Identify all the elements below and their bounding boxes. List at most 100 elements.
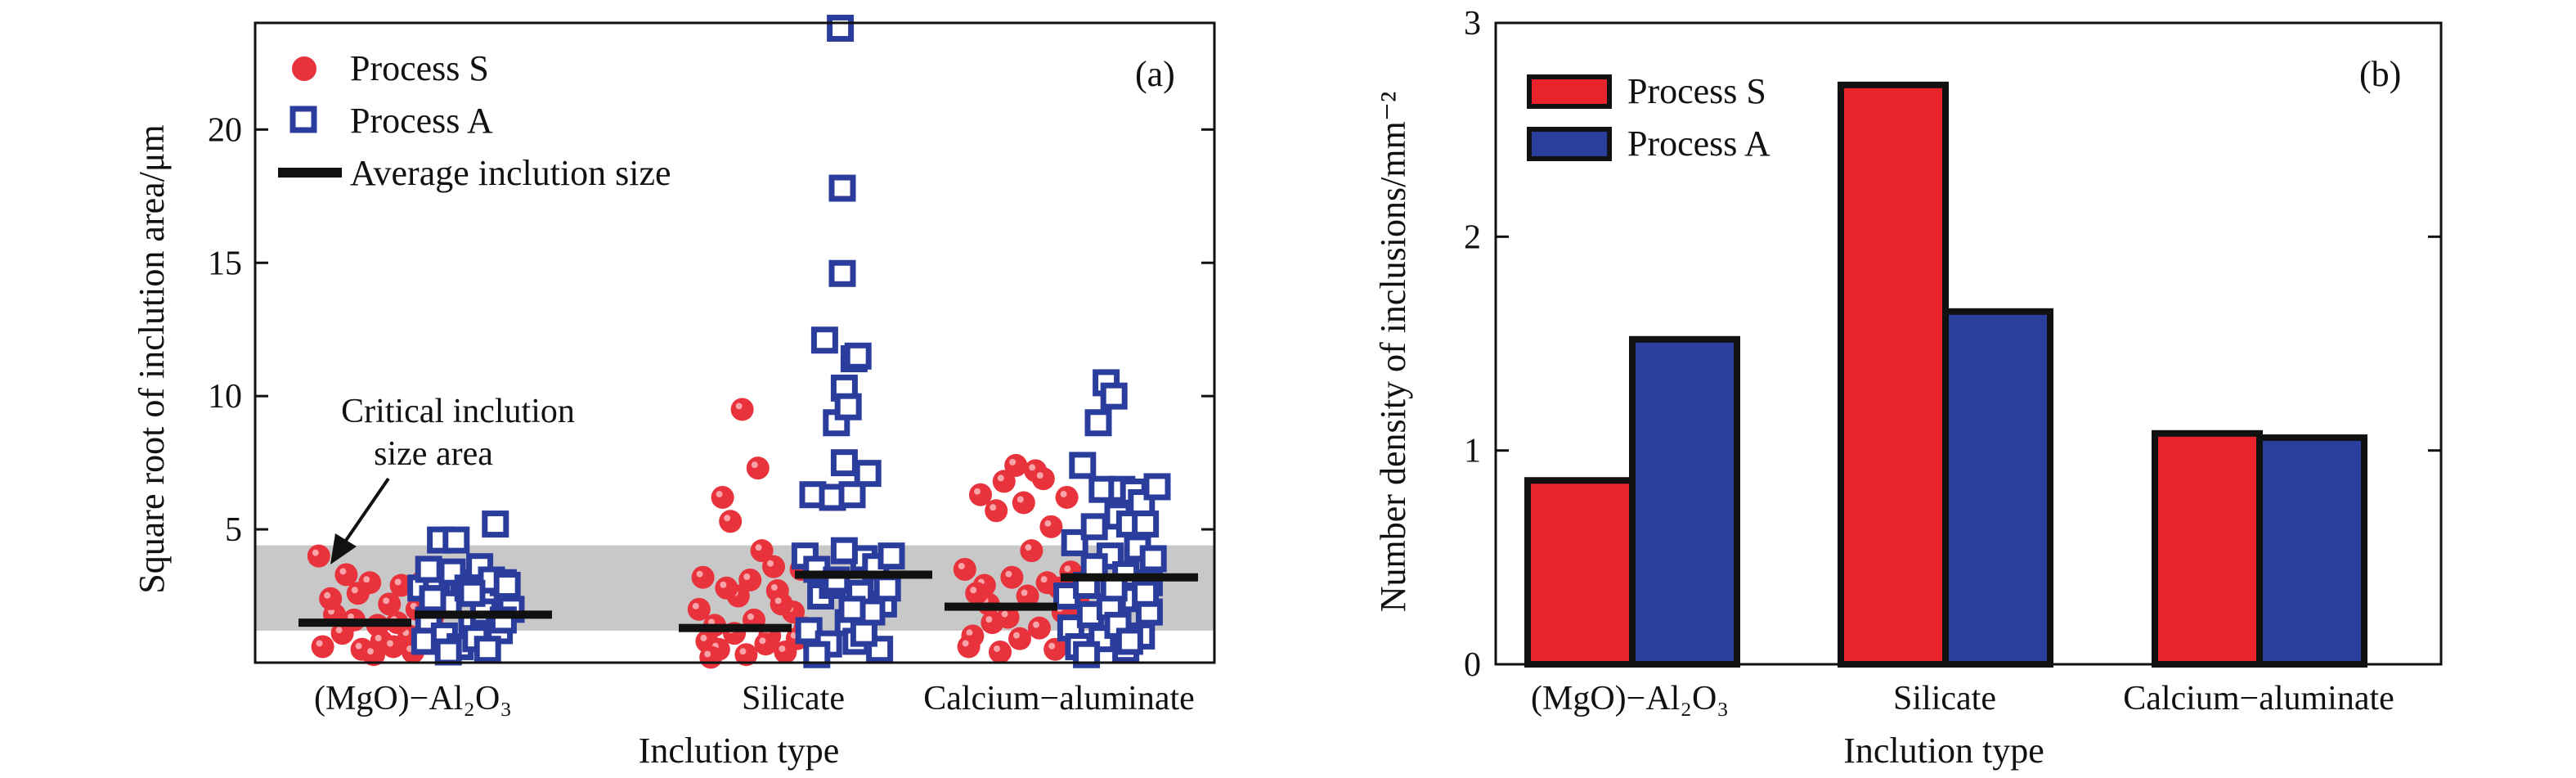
process-s-point-highlight bbox=[774, 597, 782, 605]
process-s-point bbox=[1012, 491, 1035, 515]
process-s-point bbox=[730, 398, 754, 421]
process-s-point bbox=[1043, 637, 1067, 661]
process-s-point-highlight bbox=[355, 642, 362, 650]
scatter-points-group bbox=[307, 15, 1171, 669]
process-s-point bbox=[1004, 453, 1028, 477]
process-s-point-highlight bbox=[708, 618, 715, 626]
process-a-point bbox=[838, 481, 866, 509]
process-s-point-highlight bbox=[720, 581, 727, 588]
process-a-point bbox=[854, 460, 882, 488]
process-s-point-highlight bbox=[735, 402, 743, 410]
x-tick-label: Calcium−aluminate bbox=[2123, 680, 2394, 717]
process-s-point bbox=[715, 576, 738, 600]
process-s-point-highlight bbox=[363, 576, 370, 583]
legend-process-s-marker bbox=[292, 56, 316, 81]
annotation-line-2: size area bbox=[374, 435, 493, 473]
bar-plot-frame bbox=[1494, 21, 2443, 666]
bar-y-ticks: 0 1 2 3 bbox=[1464, 5, 2441, 684]
legend-process-s-label: Process S bbox=[350, 48, 489, 88]
y-tick-label: 2 bbox=[1464, 218, 1481, 256]
process-s-point-highlight bbox=[335, 627, 343, 634]
process-s-point-highlight bbox=[1036, 472, 1043, 479]
process-s-point bbox=[699, 645, 723, 669]
process-a-point bbox=[493, 572, 521, 600]
process-a-point bbox=[473, 636, 501, 663]
scatter-x-ticks: (MgO)−Al₂O₃ Silicate Calcium−aluminate bbox=[314, 680, 1195, 717]
process-s-point bbox=[719, 510, 743, 533]
process-s-point bbox=[985, 499, 1008, 523]
process-a-point bbox=[1132, 510, 1160, 538]
process-a-bar bbox=[2256, 434, 2367, 668]
process-s-point bbox=[738, 568, 762, 591]
y-tick-label: 1 bbox=[1464, 433, 1481, 470]
process-s-point-highlight bbox=[759, 637, 766, 645]
x-tick-label: Calcium−aluminate bbox=[923, 680, 1195, 717]
process-a-point bbox=[1139, 545, 1167, 573]
process-a-point bbox=[873, 574, 901, 602]
process-s-point-highlight bbox=[990, 504, 997, 511]
process-s-point bbox=[319, 587, 343, 610]
process-s-point-highlight bbox=[962, 640, 969, 647]
bar-legend: Process S Process A bbox=[1527, 71, 1770, 164]
legend-process-s-label: Process S bbox=[1627, 71, 1766, 111]
scatter-y-ticks: 5 10 15 20 bbox=[208, 111, 1214, 549]
process-s-point-highlight bbox=[770, 584, 778, 591]
process-s-point-highlight bbox=[779, 645, 786, 652]
scatter-plot-frame bbox=[254, 21, 1216, 664]
bar-panel: 0 1 2 3 (MgO)−Al₂O₃ Silicate Calcium−aluminat… bbox=[1373, 5, 2443, 771]
process-a-point bbox=[830, 449, 858, 477]
scatter-legend: Process S Process A Average inclution si… bbox=[278, 48, 671, 193]
process-s-point bbox=[754, 632, 778, 656]
process-s-point bbox=[1055, 485, 1079, 509]
process-a-bar bbox=[1942, 308, 2053, 668]
process-s-point-highlight bbox=[692, 602, 699, 609]
process-s-point-highlight bbox=[739, 648, 747, 655]
process-s-point-highlight bbox=[316, 640, 323, 647]
process-s-point bbox=[358, 571, 382, 595]
process-s-point bbox=[382, 635, 405, 659]
process-s-point bbox=[1000, 565, 1024, 589]
bars-group bbox=[1524, 81, 2367, 668]
y-tick-label: 5 bbox=[225, 511, 242, 549]
process-s-point bbox=[389, 573, 413, 597]
legend-process-a-label: Process A bbox=[1627, 124, 1770, 164]
process-s-point bbox=[687, 597, 711, 621]
process-a-point bbox=[482, 510, 509, 538]
process-s-point bbox=[734, 643, 758, 667]
process-s-point bbox=[378, 592, 402, 616]
process-s-point-highlight bbox=[966, 629, 973, 636]
process-a-point bbox=[827, 15, 855, 43]
process-s-point-highlight bbox=[724, 515, 731, 522]
legend-process-s-swatch bbox=[1527, 74, 1612, 109]
process-s-point bbox=[989, 640, 1012, 663]
process-s-point-highlight bbox=[339, 568, 347, 575]
process-s-point-highlight bbox=[367, 648, 374, 655]
process-a-point bbox=[1115, 627, 1143, 655]
process-s-point bbox=[362, 643, 385, 667]
process-s-point-highlight bbox=[1029, 464, 1036, 471]
process-s-point-highlight bbox=[994, 645, 1000, 652]
annotation-arrow-line bbox=[342, 477, 390, 546]
process-s-point bbox=[334, 563, 358, 587]
process-s-point-highlight bbox=[1064, 565, 1071, 573]
process-a-point bbox=[877, 542, 905, 570]
process-s-point bbox=[992, 470, 1016, 493]
legend-process-a-label: Process A bbox=[350, 101, 493, 141]
process-s-point-highlight bbox=[755, 544, 762, 551]
process-s-point-highlight bbox=[375, 634, 382, 641]
process-a-point bbox=[866, 636, 894, 663]
process-s-point bbox=[691, 565, 715, 589]
average-size-line bbox=[298, 618, 411, 627]
process-s-point bbox=[770, 592, 793, 616]
average-size-line bbox=[945, 602, 1057, 611]
average-size-line bbox=[415, 610, 552, 619]
panel-label-a: (a) bbox=[1135, 54, 1175, 94]
process-a-point bbox=[1080, 513, 1108, 541]
process-a-point bbox=[1143, 473, 1171, 501]
process-a-point bbox=[850, 619, 877, 647]
process-s-point bbox=[953, 557, 976, 581]
average-size-line bbox=[1061, 573, 1198, 582]
process-s-point bbox=[711, 485, 734, 509]
process-s-point-highlight bbox=[997, 474, 1004, 482]
